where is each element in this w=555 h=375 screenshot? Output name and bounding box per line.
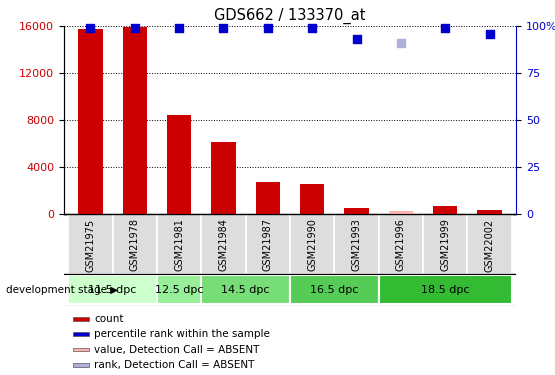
Bar — [256, 182, 280, 214]
Bar — [467, 214, 512, 274]
Title: GDS662 / 133370_at: GDS662 / 133370_at — [214, 7, 366, 24]
Bar — [73, 332, 89, 336]
Point — [307, 25, 316, 31]
Bar — [201, 214, 246, 274]
Bar — [68, 214, 113, 274]
Bar — [167, 116, 191, 214]
Text: GSM21978: GSM21978 — [130, 219, 140, 272]
Bar — [211, 142, 236, 214]
Bar — [78, 28, 103, 214]
Text: 11.5 dpc: 11.5 dpc — [88, 285, 137, 295]
Bar — [157, 275, 201, 304]
Text: GSM22002: GSM22002 — [485, 218, 495, 272]
Bar — [290, 214, 334, 274]
Bar — [73, 363, 89, 367]
Bar — [388, 211, 413, 214]
Bar — [379, 214, 423, 274]
Bar — [477, 210, 502, 214]
Text: count: count — [94, 314, 124, 324]
Point — [441, 25, 450, 31]
Text: rank, Detection Call = ABSENT: rank, Detection Call = ABSENT — [94, 360, 255, 370]
Bar — [68, 275, 157, 304]
Bar — [344, 209, 369, 214]
Text: GSM21996: GSM21996 — [396, 219, 406, 272]
Point — [86, 25, 95, 31]
Bar — [123, 27, 147, 214]
Text: GSM21987: GSM21987 — [263, 219, 273, 272]
Point — [219, 25, 228, 31]
Text: GSM21999: GSM21999 — [440, 219, 450, 272]
Point — [396, 40, 405, 46]
Text: development stage ▶: development stage ▶ — [6, 285, 118, 295]
Text: 16.5 dpc: 16.5 dpc — [310, 285, 359, 295]
Bar — [334, 214, 379, 274]
Bar — [423, 214, 467, 274]
Text: 18.5 dpc: 18.5 dpc — [421, 285, 470, 295]
Bar — [300, 184, 324, 214]
Text: value, Detection Call = ABSENT: value, Detection Call = ABSENT — [94, 345, 260, 355]
Point — [485, 31, 494, 37]
Bar — [433, 206, 457, 214]
Bar — [73, 317, 89, 321]
Point — [352, 36, 361, 42]
Point — [175, 25, 184, 31]
Point — [130, 25, 139, 31]
Bar — [290, 275, 379, 304]
Point — [264, 25, 273, 31]
Text: percentile rank within the sample: percentile rank within the sample — [94, 329, 270, 339]
Bar — [157, 214, 201, 274]
Bar — [73, 348, 89, 351]
Text: GSM21981: GSM21981 — [174, 219, 184, 272]
Text: GSM21993: GSM21993 — [351, 219, 361, 272]
Text: GSM21975: GSM21975 — [85, 218, 95, 272]
Bar — [246, 214, 290, 274]
Bar — [379, 275, 512, 304]
Bar — [201, 275, 290, 304]
Text: 12.5 dpc: 12.5 dpc — [155, 285, 203, 295]
Bar — [113, 214, 157, 274]
Text: GSM21990: GSM21990 — [307, 219, 317, 272]
Text: GSM21984: GSM21984 — [219, 219, 229, 272]
Text: 14.5 dpc: 14.5 dpc — [221, 285, 270, 295]
